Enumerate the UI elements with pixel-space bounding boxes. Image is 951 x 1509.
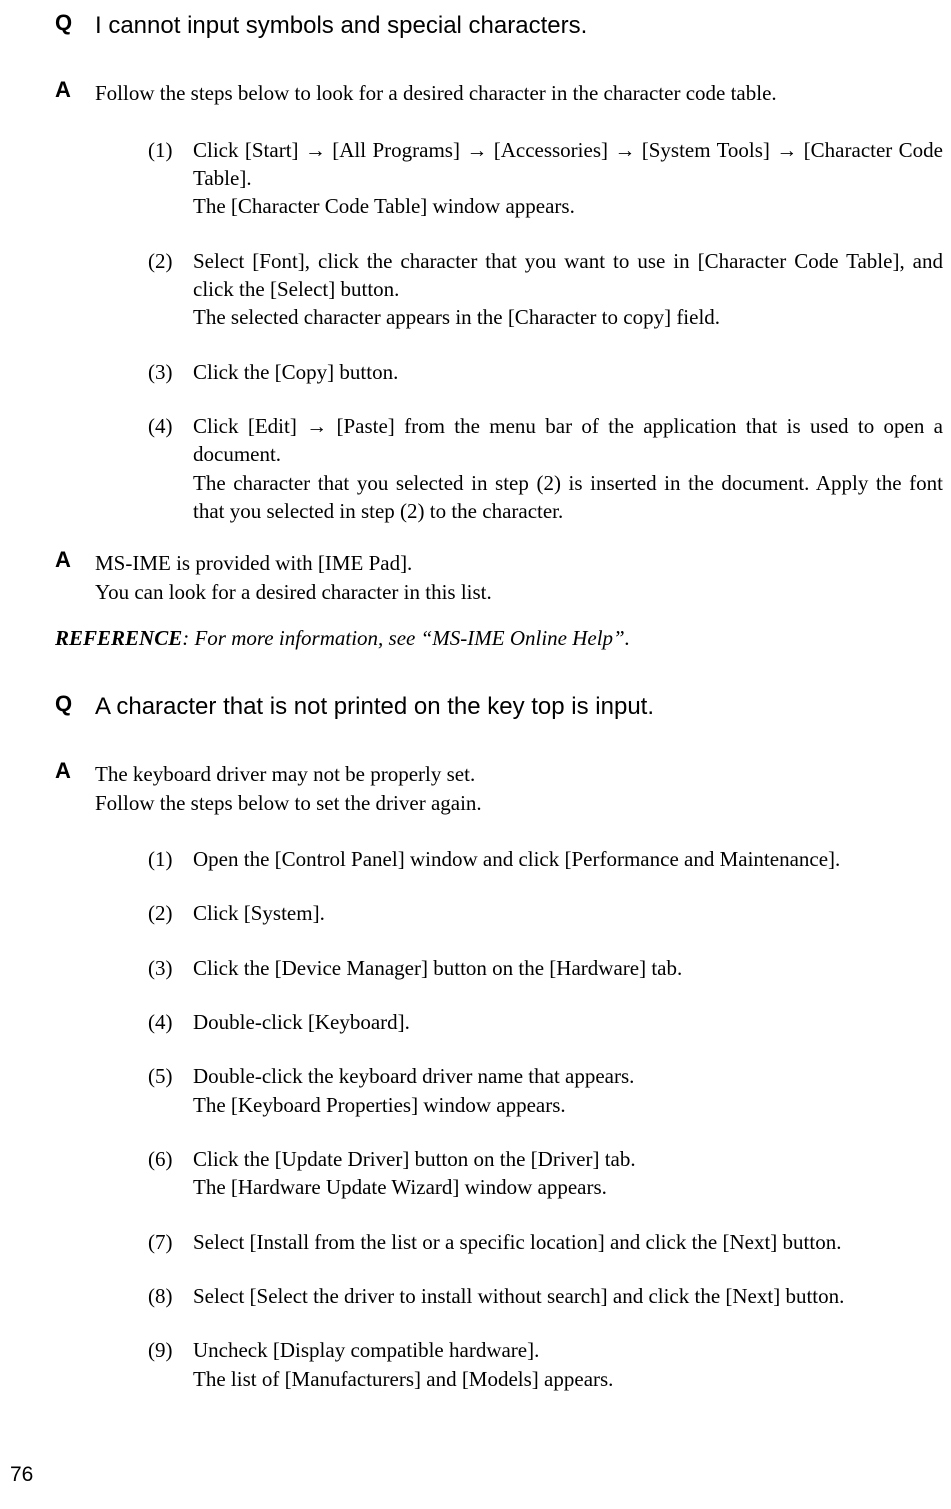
step-body: Click the [Copy] button. — [193, 358, 943, 386]
step-number: (1) — [148, 136, 193, 164]
step-body: Click the [Update Driver] button on the … — [193, 1145, 943, 1202]
step-number: (3) — [148, 358, 193, 386]
answer-1a-text: Follow the steps below to look for a des… — [95, 77, 785, 107]
step-number: (5) — [148, 1062, 193, 1090]
a-label: A — [0, 547, 95, 573]
answer-2-line1: The keyboard driver may not be properly … — [95, 762, 475, 786]
step-body: Select [Select the driver to install wit… — [193, 1282, 943, 1310]
question-2-text: A character that is not printed on the k… — [95, 691, 664, 722]
answer-2-text: The keyboard driver may not be properly … — [95, 758, 490, 817]
a-label: A — [0, 758, 95, 784]
step-body: Click [Edit] → [Paste] from the menu bar… — [193, 412, 943, 525]
q-label: Q — [0, 691, 95, 717]
step-number: (7) — [148, 1228, 193, 1256]
step-item: (9)Uncheck [Display compatible hardware]… — [148, 1336, 943, 1393]
step-number: (4) — [148, 1008, 193, 1036]
answer-1b-line1: MS-IME is provided with [IME Pad]. — [95, 551, 412, 575]
q-label: Q — [0, 10, 95, 36]
step-body: Uncheck [Display compatible hardware].Th… — [193, 1336, 943, 1393]
q1-step-list: (1)Click [Start] → [All Programs] → [Acc… — [148, 136, 951, 526]
step-item: (3)Click the [Copy] button. — [148, 358, 943, 386]
step-item: (2)Select [Font], click the character th… — [148, 247, 943, 332]
step-item: (3)Click the [Device Manager] button on … — [148, 954, 943, 982]
step-item: (8)Select [Select the driver to install … — [148, 1282, 943, 1310]
step-number: (4) — [148, 412, 193, 440]
reference-label: REFERENCE — [55, 626, 182, 650]
step-item: (5)Double-click the keyboard driver name… — [148, 1062, 943, 1119]
answer-2-line2: Follow the steps below to set the driver… — [95, 791, 482, 815]
step-item: (1)Open the [Control Panel] window and c… — [148, 845, 943, 873]
question-2: Q A character that is not printed on the… — [0, 691, 951, 722]
step-number: (2) — [148, 247, 193, 275]
step-number: (2) — [148, 899, 193, 927]
answer-1a: A Follow the steps below to look for a d… — [0, 77, 951, 107]
step-number: (6) — [148, 1145, 193, 1173]
step-body: Double-click [Keyboard]. — [193, 1008, 943, 1036]
step-item: (1)Click [Start] → [All Programs] → [Acc… — [148, 136, 943, 221]
answer-1b: A MS-IME is provided with [IME Pad]. You… — [0, 547, 951, 606]
step-item: (2)Click [System]. — [148, 899, 943, 927]
step-item: (4)Double-click [Keyboard]. — [148, 1008, 943, 1036]
reference-note: REFERENCE: For more information, see “MS… — [55, 626, 951, 651]
step-body: Select [Font], click the character that … — [193, 247, 943, 332]
step-body: Click [Start] → [All Programs] → [Access… — [193, 136, 943, 221]
answer-1b-line2: You can look for a desired character in … — [95, 580, 492, 604]
step-number: (1) — [148, 845, 193, 873]
step-body: Double-click the keyboard driver name th… — [193, 1062, 943, 1119]
step-item: (4)Click [Edit] → [Paste] from the menu … — [148, 412, 943, 525]
answer-2: A The keyboard driver may not be properl… — [0, 758, 951, 817]
q2-step-list: (1)Open the [Control Panel] window and c… — [148, 845, 951, 1393]
step-body: Click [System]. — [193, 899, 943, 927]
a-label: A — [0, 77, 95, 103]
question-1: Q I cannot input symbols and special cha… — [0, 10, 951, 41]
step-body: Open the [Control Panel] window and clic… — [193, 845, 943, 873]
step-item: (6)Click the [Update Driver] button on t… — [148, 1145, 943, 1202]
page-number: 76 — [10, 1463, 33, 1487]
question-1-text: I cannot input symbols and special chara… — [95, 10, 597, 41]
step-body: Click the [Device Manager] button on the… — [193, 954, 943, 982]
step-item: (7)Select [Install from the list or a sp… — [148, 1228, 943, 1256]
step-body: Select [Install from the list or a speci… — [193, 1228, 943, 1256]
step-number: (9) — [148, 1336, 193, 1364]
step-number: (3) — [148, 954, 193, 982]
answer-1b-text: MS-IME is provided with [IME Pad]. You c… — [95, 547, 500, 606]
reference-text: : For more information, see “MS-IME Onli… — [182, 626, 630, 650]
step-number: (8) — [148, 1282, 193, 1310]
